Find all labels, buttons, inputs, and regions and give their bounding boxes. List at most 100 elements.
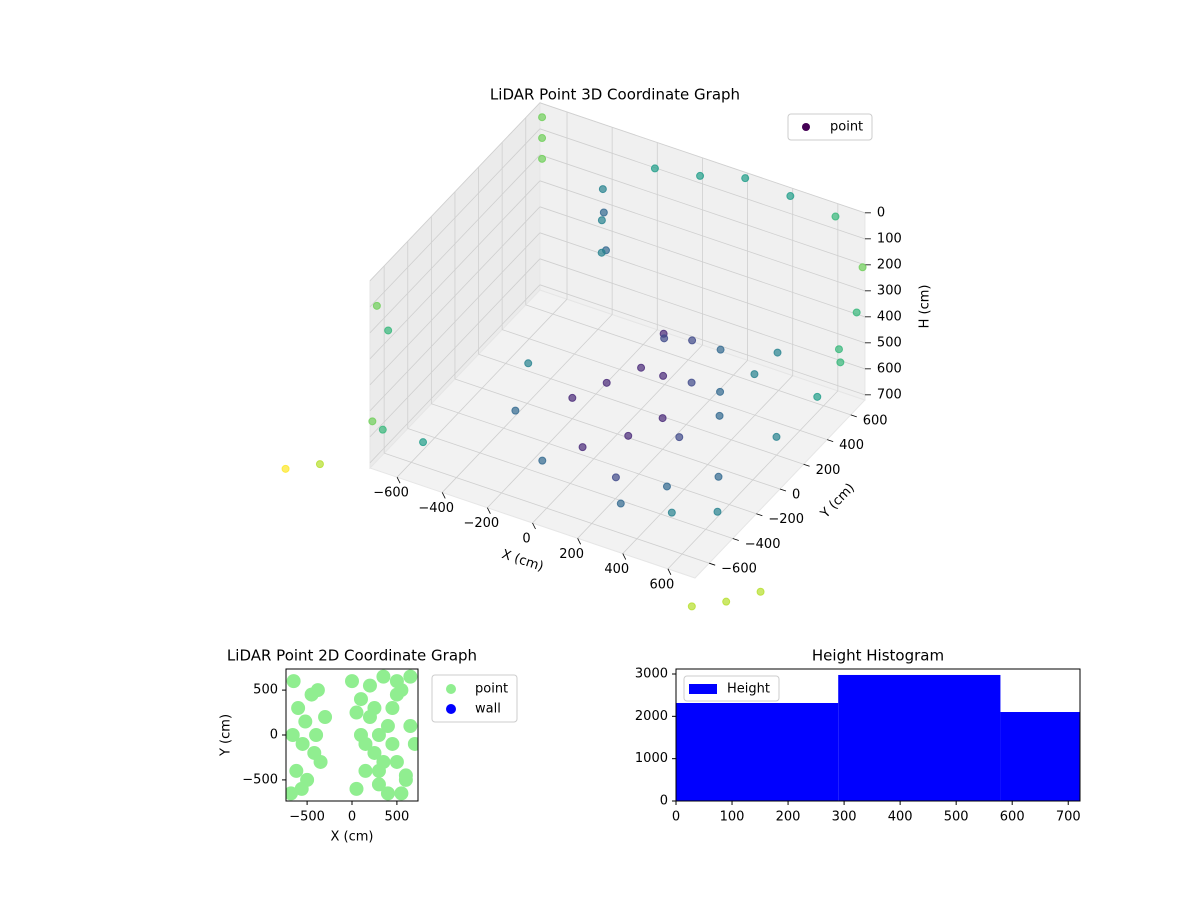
point [650,164,659,173]
point [307,745,322,760]
point [367,745,382,760]
point [858,263,867,272]
tick-mark [827,439,834,442]
point [713,507,722,516]
point [660,334,669,343]
grid-line [369,154,541,334]
point [578,443,587,452]
z-tick-label: 400 [877,309,902,324]
x-tick-label: 100 [720,810,745,825]
legend-label: point [475,682,508,697]
point [389,754,404,769]
legend-box [787,113,873,141]
grid-line [539,102,866,214]
z-tick-label: 200 [877,257,902,272]
point [659,371,668,380]
x-tick-label: −500 [289,810,325,825]
grid-line [539,154,866,266]
y-tick-label: 1000 [635,751,668,766]
grid-line [454,378,781,490]
grid-line [369,284,541,464]
y-tick-label: 400 [839,438,864,453]
point [389,687,404,702]
point [722,597,731,606]
point [403,669,418,684]
point [385,701,400,716]
legend-marker [689,684,717,694]
grid-line [407,428,733,539]
grid-line [502,329,828,440]
point [394,786,409,801]
point [741,174,750,183]
y-tick-label: −600 [721,562,757,577]
grid-line [539,284,866,396]
point [403,719,418,734]
point [599,208,608,217]
grid-line [539,180,866,292]
chart-title: LiDAR Point 2D Coordinate Graph [227,647,477,665]
point [353,692,368,707]
z-axis-label: H (cm) [917,284,932,328]
tick-mark [779,488,787,492]
grid-line [369,102,541,282]
point [345,674,359,689]
grid-line [369,206,541,386]
tick-mark [667,568,672,576]
point [298,714,313,729]
y-tick-label: −500 [242,772,278,787]
grid-line [478,353,804,465]
grid-line [539,258,866,370]
point [637,363,646,372]
grid-line [384,452,710,564]
tick-mark [850,414,857,418]
x-tick-label: 600 [650,577,675,592]
x-tick-label: 200 [776,810,801,825]
legend-label: Height [727,682,770,697]
point [281,464,290,473]
x-tick-label: 600 [1000,810,1025,825]
y-tick-label: 0 [792,488,800,503]
point [568,393,577,402]
x-tick-label: −400 [418,501,454,516]
grid-line [369,180,541,360]
y-axis-label: Y (cm) [817,481,858,522]
z-tick-label: 700 [877,387,902,402]
tick-mark [487,507,491,514]
x-tick-label: 0 [348,810,356,825]
y-tick-label: 0 [660,794,668,809]
point [611,473,620,482]
point [597,216,606,225]
plot-area [676,674,1080,801]
point [318,710,333,725]
bar [1000,712,1080,801]
x-tick-label: 200 [559,547,584,562]
point [658,414,667,423]
y-tick-label: 3000 [635,666,668,681]
point [309,728,324,742]
legend-marker [802,123,810,131]
point [310,683,325,698]
point [538,113,547,122]
y-tick-label: −200 [768,512,804,527]
point [524,359,533,368]
point [538,134,547,143]
y-tick-label: 200 [816,463,841,478]
point [852,308,861,317]
point [687,378,696,387]
y-axis-label: Y (cm) [219,714,234,757]
point [389,674,404,689]
chart-title: LiDAR Point 3D Coordinate Graph [490,86,740,104]
tick-mark [709,562,716,566]
bar [676,702,839,801]
point [688,336,697,345]
point [419,438,428,447]
point [616,499,625,508]
grid-line [525,304,851,416]
point [687,602,696,611]
x-tick-label: 0 [522,532,530,547]
point [538,154,547,163]
point [696,171,705,180]
x-tick-label: 700 [1056,810,1081,825]
